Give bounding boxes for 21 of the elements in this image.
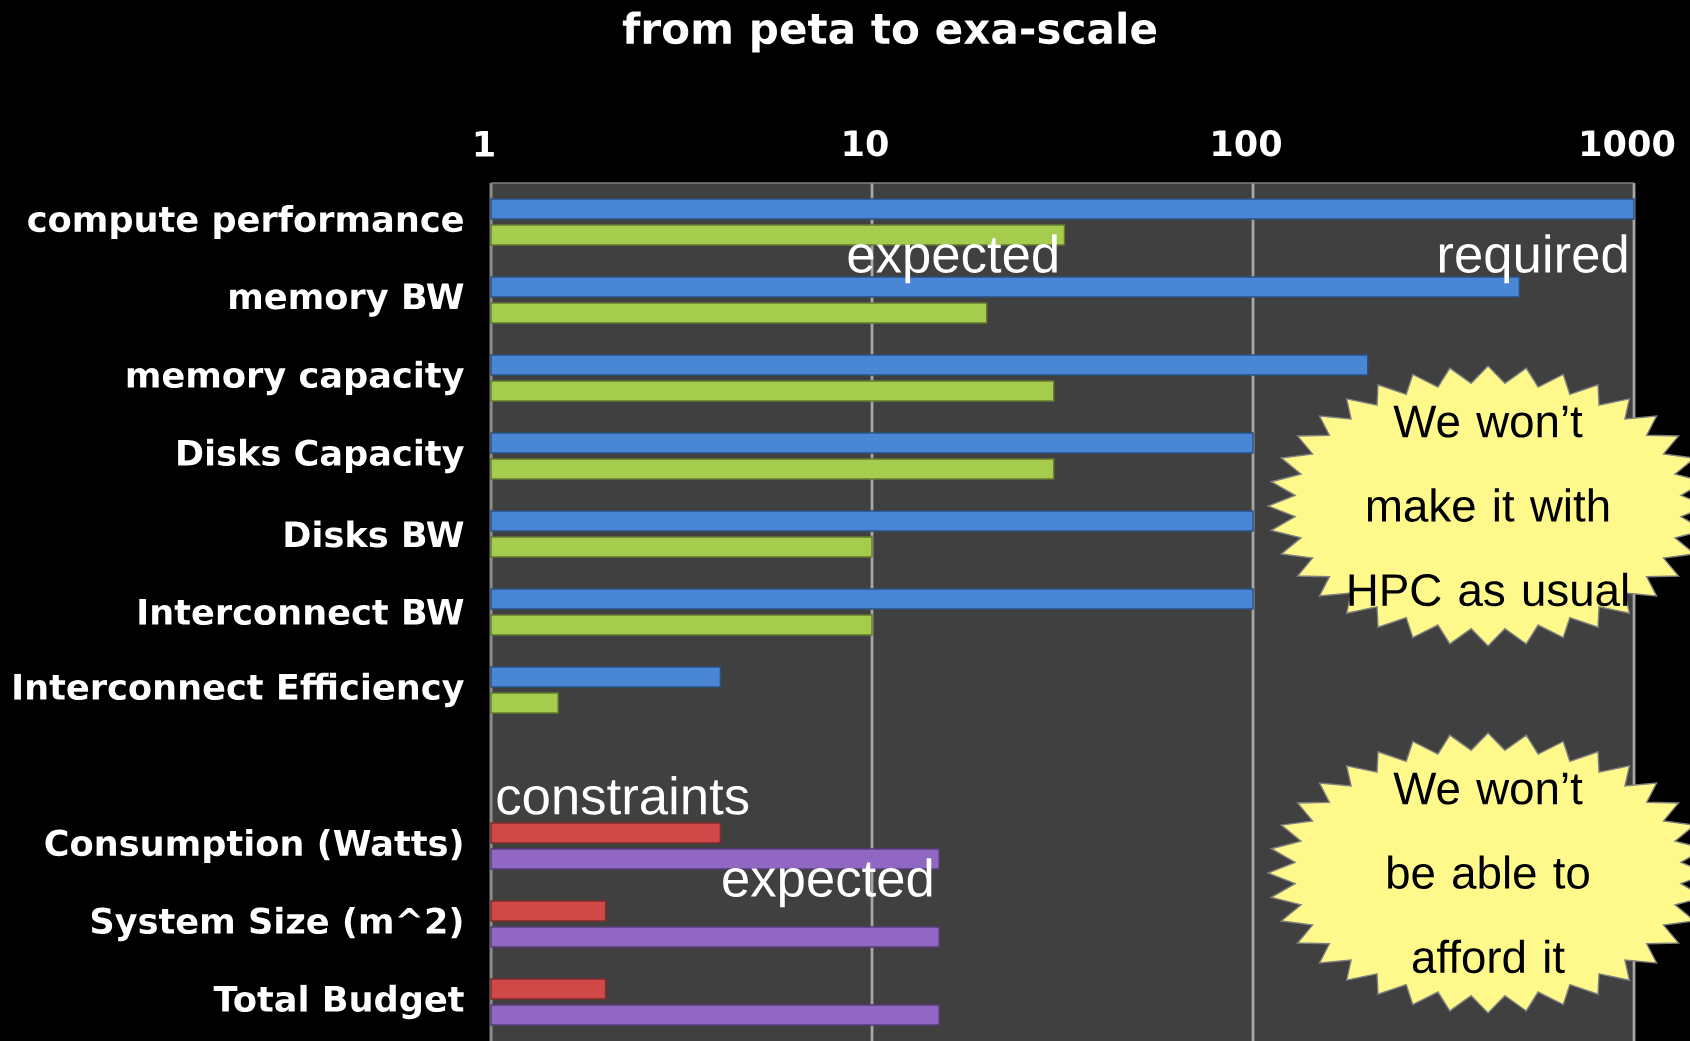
x-tick-label: 1000 bbox=[1582, 129, 1675, 157]
annotation: expected bbox=[848, 234, 1057, 284]
y-tick-label: Total Budget bbox=[213, 984, 464, 1020]
x-tick-label: 10 bbox=[844, 129, 888, 157]
annotation: constraints bbox=[497, 776, 749, 815]
x-tick-label: 1 bbox=[475, 130, 494, 157]
annotation: We won’t make it with HPC as usual bbox=[1349, 405, 1628, 607]
chart-title: from peta to exa-scale bbox=[622, 11, 1157, 53]
y-tick-label: memory BW bbox=[230, 283, 464, 317]
x-tick-label: 100 bbox=[1213, 129, 1281, 157]
annotation: required bbox=[1439, 234, 1627, 284]
y-tick-label: System Size (m^2) bbox=[91, 906, 462, 942]
y-tick-label: Interconnect Efficiency bbox=[14, 672, 464, 708]
y-tick-label: Disks BW bbox=[285, 520, 464, 548]
y-tick-label: Interconnect BW bbox=[139, 598, 464, 626]
y-tick-label: compute performance bbox=[28, 204, 463, 240]
y-tick-label: Consumption (Watts) bbox=[45, 828, 462, 864]
y-tick-label: Disks Capacity bbox=[178, 438, 464, 474]
annotation: We won’t be able to afford it bbox=[1388, 772, 1589, 974]
y-tick-label: memory capacity bbox=[127, 360, 464, 396]
annotation: expected bbox=[723, 858, 932, 908]
